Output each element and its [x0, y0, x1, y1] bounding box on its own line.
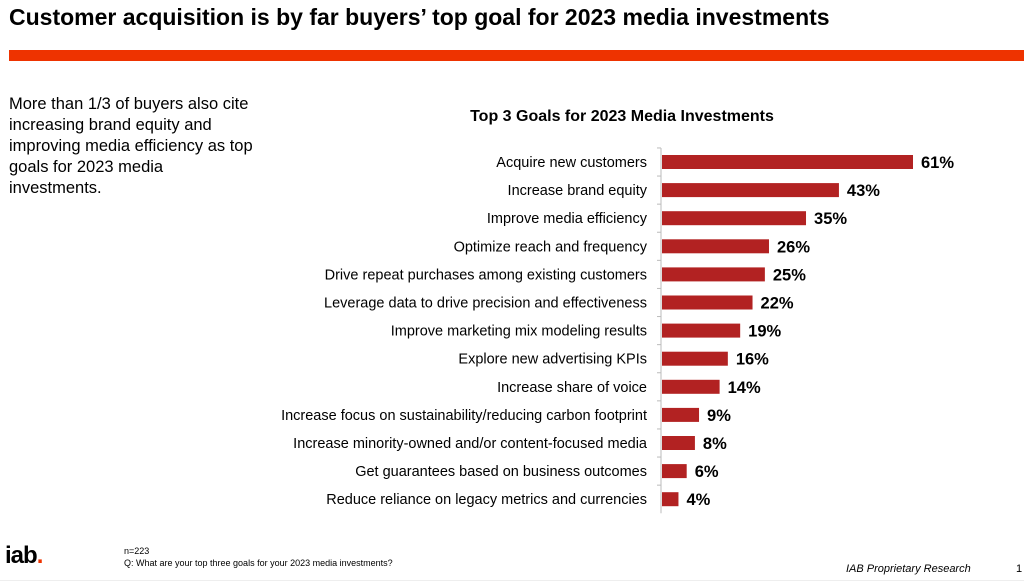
bar	[662, 436, 695, 450]
sample-size: n=223	[124, 546, 150, 556]
category-label: Improve marketing mix modeling results	[391, 324, 647, 340]
title-rule	[9, 50, 1024, 61]
category-label: Increase minority-owned and/or content-f…	[293, 436, 648, 452]
bar	[662, 295, 753, 310]
chart-title: Top 3 Goals for 2023 Media Investments	[470, 108, 774, 125]
bar	[662, 239, 769, 254]
category-label: Acquire new customers	[496, 155, 647, 171]
data-label: 6%	[695, 463, 719, 481]
bar	[662, 379, 720, 394]
data-label: 19%	[748, 323, 781, 341]
data-label: 4%	[686, 491, 710, 509]
category-label: Drive repeat purchases among existing cu…	[325, 267, 647, 283]
data-label: 43%	[847, 182, 880, 200]
footer-divider	[0, 580, 1024, 581]
category-label: Increase share of voice	[497, 380, 647, 396]
bar	[662, 183, 839, 198]
data-label: 9%	[707, 407, 731, 425]
bar	[662, 492, 679, 507]
bar	[662, 267, 765, 282]
bar	[662, 211, 807, 226]
category-label: Improve media efficiency	[487, 211, 648, 227]
data-label: 26%	[777, 238, 810, 256]
bar	[662, 323, 741, 338]
side-text: More than 1/3 of buyers also cite increa…	[9, 95, 253, 197]
survey-question: Q: What are your top three goals for you…	[124, 558, 393, 568]
category-label: Get guarantees based on business outcome…	[355, 464, 647, 480]
page-number: 1	[1016, 563, 1023, 575]
source-label: IAB Proprietary Research	[846, 563, 971, 575]
bar	[662, 407, 700, 422]
category-label: Reduce reliance on legacy metrics and cu…	[326, 492, 647, 508]
category-label: Increase focus on sustainability/reducin…	[281, 408, 647, 424]
category-label: Explore new advertising KPIs	[458, 352, 647, 368]
bar	[662, 464, 687, 479]
slide-title: Customer acquisition is by far buyers’ t…	[9, 4, 830, 30]
data-label: 8%	[703, 435, 727, 453]
data-label: 61%	[921, 154, 954, 172]
category-label: Leverage data to drive precision and eff…	[324, 296, 647, 312]
iab-logo: iab.	[5, 542, 43, 569]
data-label: 35%	[814, 210, 847, 228]
data-label: 14%	[728, 379, 761, 397]
data-label: 25%	[773, 266, 806, 284]
data-label: 16%	[736, 351, 769, 369]
data-label: 22%	[761, 295, 794, 313]
bar	[662, 351, 728, 366]
category-label: Increase brand equity	[508, 183, 648, 199]
category-label: Optimize reach and frequency	[454, 239, 648, 255]
bar	[662, 155, 913, 169]
